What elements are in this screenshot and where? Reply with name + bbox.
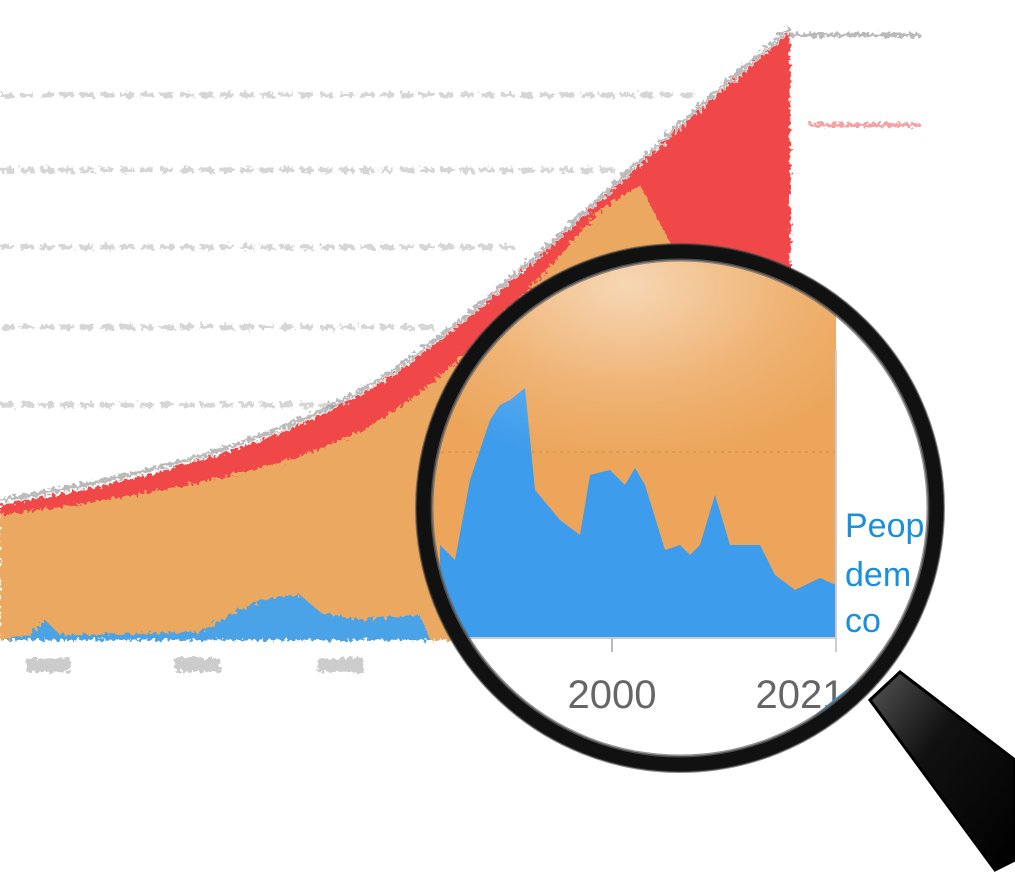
- magnifier-handle: [868, 670, 1015, 872]
- legend-text: dem: [845, 556, 911, 594]
- blue-area: [0, 595, 430, 640]
- background-tick-labels: [25, 658, 363, 672]
- background-edges: [0, 26, 920, 502]
- x-tick-label: 2000: [568, 673, 657, 717]
- legend-text: Peop: [845, 507, 924, 545]
- legend-text: co: [845, 602, 881, 640]
- magnifier-rim: [416, 244, 944, 772]
- lens-blue-area: [440, 388, 836, 638]
